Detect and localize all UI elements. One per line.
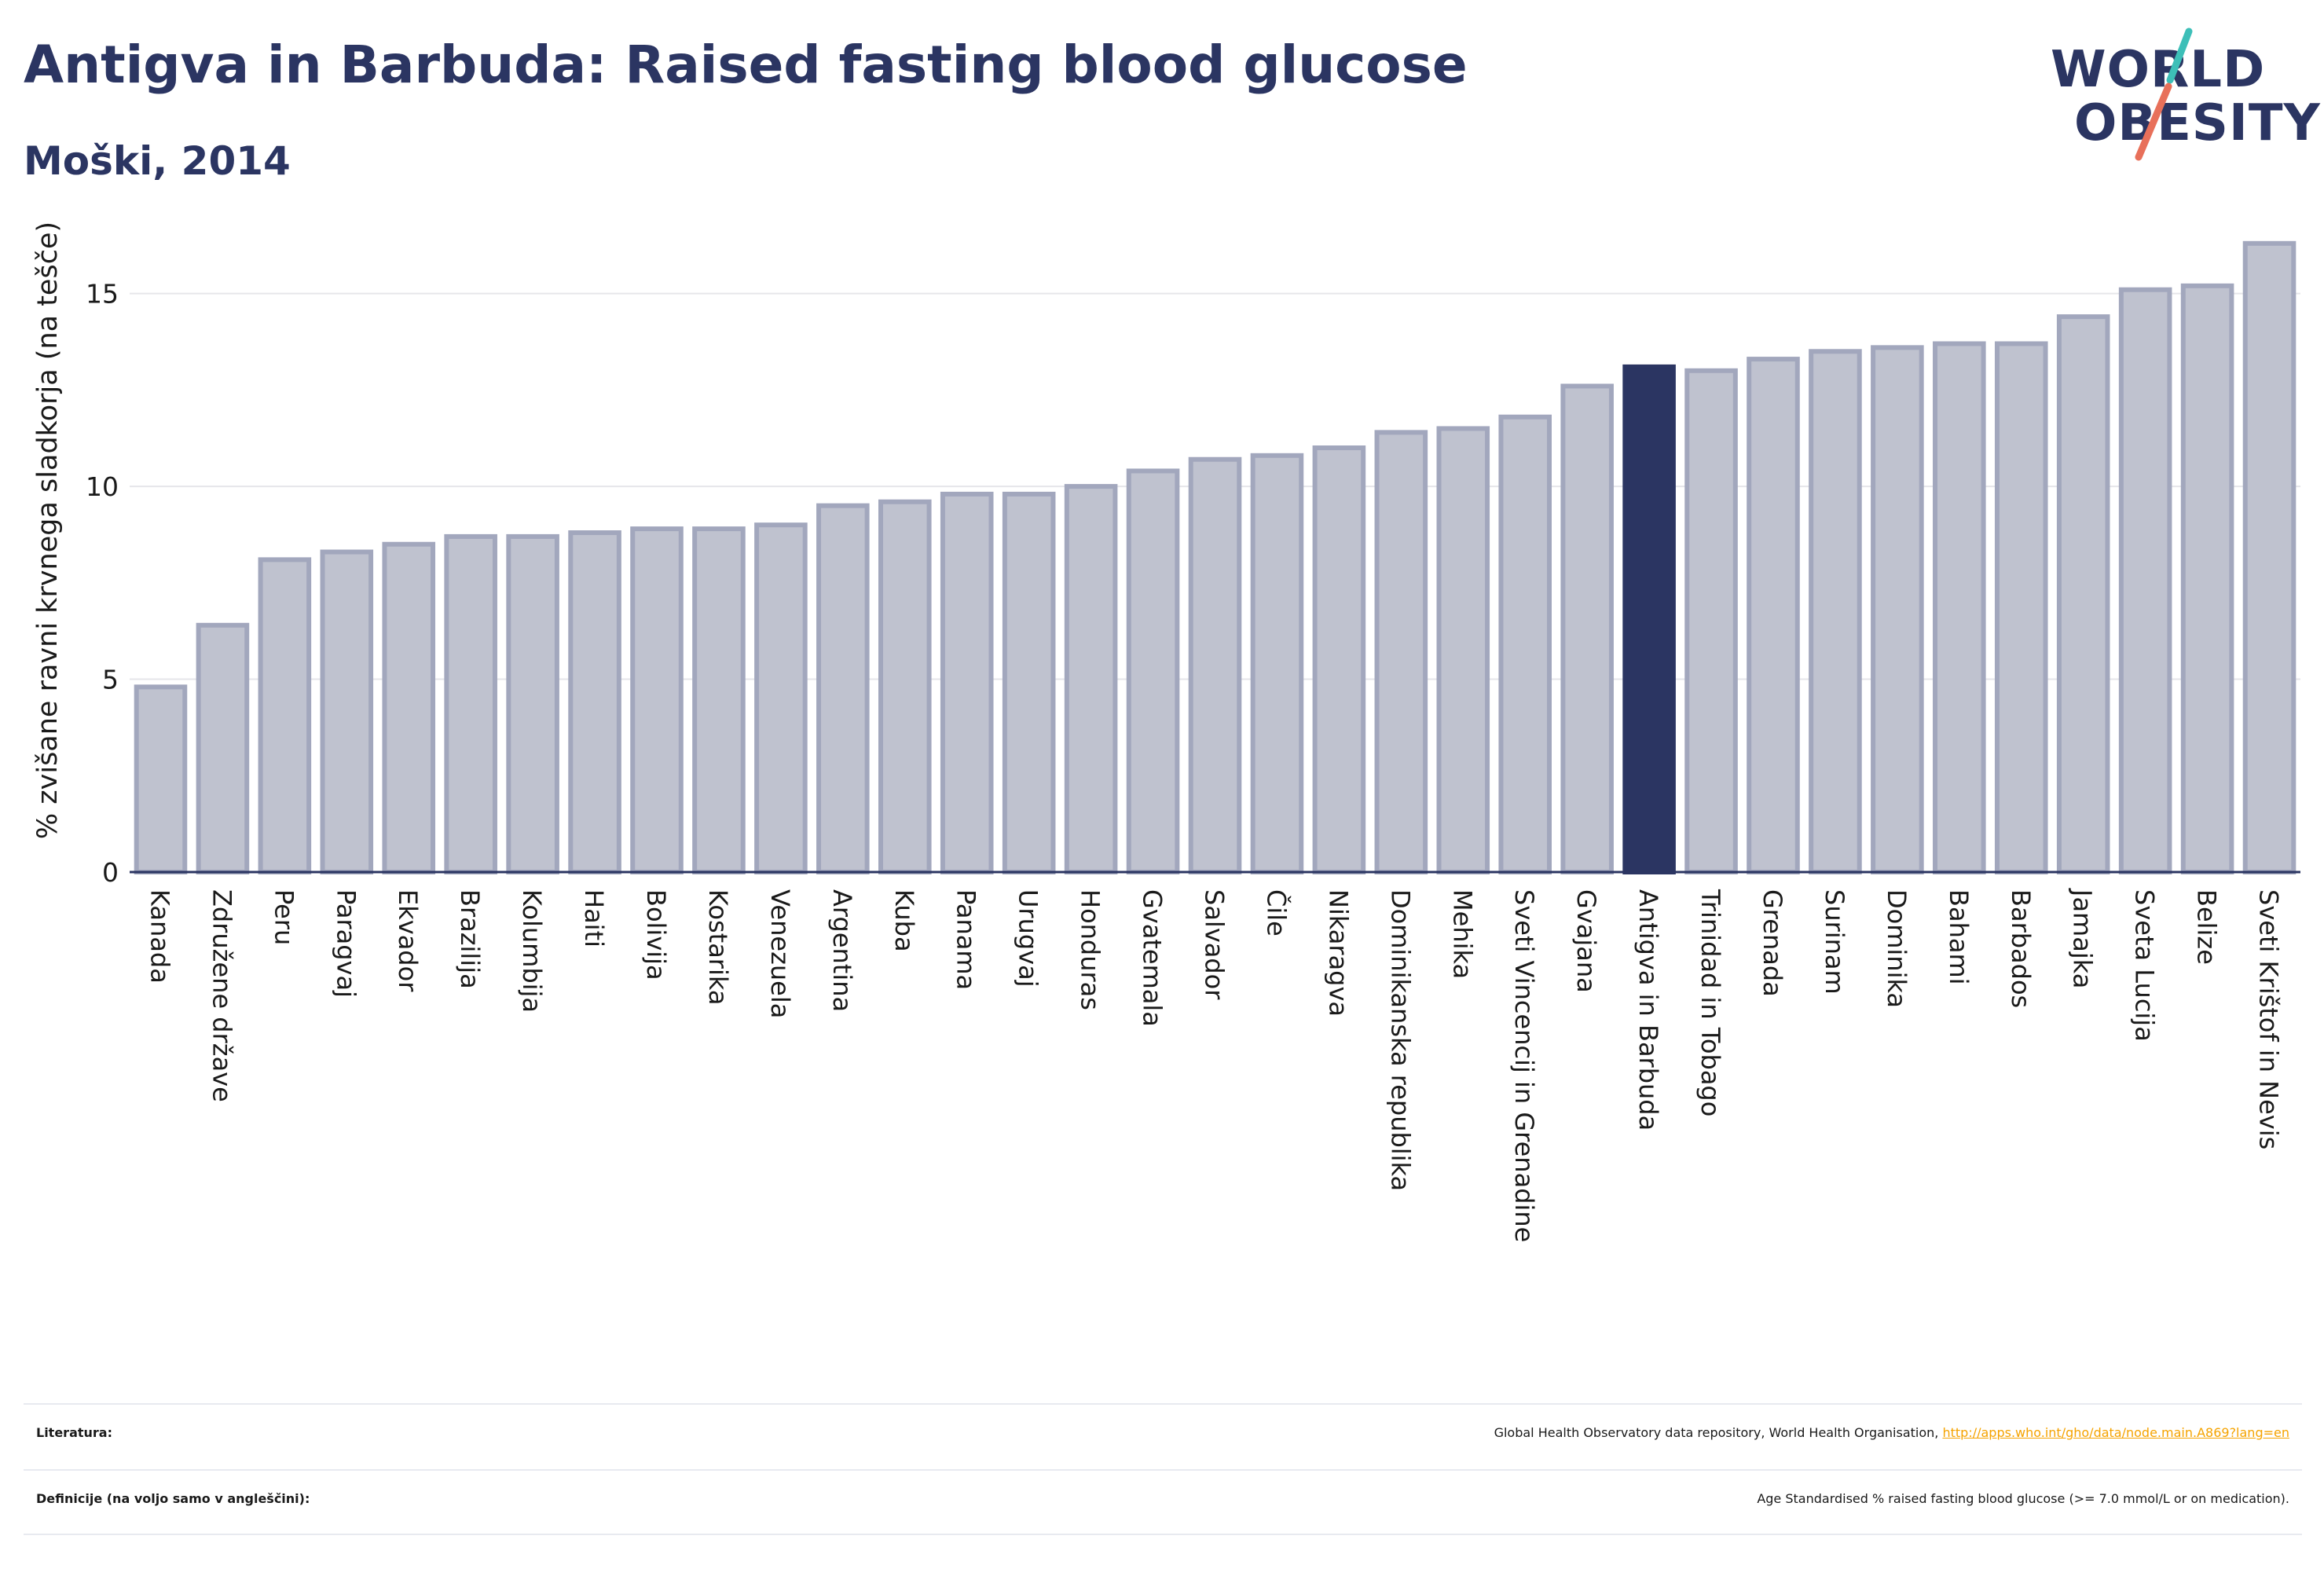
y-axis-label: % zvišane ravni krvnega sladkorja (na te… <box>32 222 64 839</box>
y-tick-label: 0 <box>102 857 119 888</box>
bar-brazilija[interactable] <box>444 533 497 875</box>
x-tick-label: Haiti <box>579 889 609 947</box>
x-tick-label: Gvajana <box>1571 889 1601 993</box>
x-tick-label: Gvatemala <box>1138 889 1167 1027</box>
footer-divider-bottom <box>24 1534 2302 1535</box>
y-tick-label: 5 <box>102 665 119 695</box>
x-tick-label: Čile <box>1261 889 1292 936</box>
x-tick-label: Panama <box>951 889 981 990</box>
footer-definitions-row: Definicije (na voljo samo v angleščini):… <box>24 1472 2302 1535</box>
bar-belize[interactable] <box>2180 283 2234 874</box>
bar-bahami[interactable] <box>1933 341 1986 875</box>
x-axis-labels: Kanada Združene države Peru Paragvaj Ekvador… <box>145 888 2283 1242</box>
x-tick-label: Sveta Lucija <box>2130 889 2160 1042</box>
x-tick-label: Peru <box>269 889 299 945</box>
x-tick-label: Antigva in Barbuda <box>1633 889 1663 1131</box>
x-tick-label: Belize <box>2192 889 2222 965</box>
definitions-value: Age Standardised % raised fasting blood … <box>1757 1491 2289 1506</box>
bar-čile[interactable] <box>1250 453 1304 874</box>
x-tick-label: Kostarika <box>703 889 733 1005</box>
x-tick-label: Sveti Vincencij in Grenadine <box>1509 889 1539 1242</box>
logo-slash-icon <box>2135 27 2193 161</box>
bar-trinidad-in-tobago[interactable] <box>1684 368 1738 874</box>
x-tick-label: Dominika <box>1882 889 1912 1008</box>
references-link[interactable]: http://apps.who.int/gho/data/node.main.A… <box>1942 1425 2289 1440</box>
logo-line-2: OBESITY <box>2074 94 2321 152</box>
bar-jamajka[interactable] <box>2056 314 2110 875</box>
bar-kuba[interactable] <box>878 499 932 875</box>
logo-line-1: WORLD <box>2051 41 2266 99</box>
x-tick-label: Salvador <box>1200 889 1230 1000</box>
x-tick-label: Urugvaj <box>1014 889 1043 988</box>
x-tick-label: Honduras <box>1076 889 1105 1010</box>
x-tick-label: Nikaragva <box>1323 889 1353 1017</box>
bar-sveti-vincencij-in-grenadine[interactable] <box>1498 414 1552 874</box>
bar-kolumbija[interactable] <box>506 533 559 875</box>
bar-surinam[interactable] <box>1809 349 1862 875</box>
x-tick-label: Brazilija <box>455 889 485 989</box>
bar-kanada[interactable] <box>134 684 188 875</box>
bar-bolivija[interactable] <box>630 526 684 874</box>
footer-divider-top <box>24 1403 2302 1405</box>
x-tick-label: Trinidad in Tobago <box>1695 889 1725 1116</box>
bar-dominikanska-republika[interactable] <box>1374 430 1428 874</box>
x-tick-label: Sveti Krištof in Nevis <box>2254 889 2284 1149</box>
bar-dominika[interactable] <box>1871 345 1924 874</box>
y-axis-ticks: 0 5 10 15 <box>86 279 119 888</box>
bar-združene-države[interactable] <box>196 622 250 874</box>
bar-haiti[interactable] <box>568 530 621 874</box>
bar-barbados[interactable] <box>1994 341 2048 875</box>
x-tick-label: Ekvador <box>393 889 423 992</box>
x-tick-label: Dominikanska republika <box>1385 889 1415 1191</box>
bar-peru[interactable] <box>258 557 312 874</box>
bar-sveti-krištof-in-nevis[interactable] <box>2242 240 2297 874</box>
references-value: Global Health Observatory data repositor… <box>1494 1425 2289 1440</box>
x-tick-label: Argentina <box>827 889 857 1012</box>
x-tick-label: Jamajka <box>2068 888 2098 988</box>
bar-gvatemala[interactable] <box>1126 468 1180 874</box>
x-tick-label: Združene države <box>207 889 236 1102</box>
bar-grenada[interactable] <box>1747 357 1800 875</box>
bar-sveta-lucija[interactable] <box>2118 287 2172 874</box>
bar-argentina[interactable] <box>816 503 870 874</box>
y-tick-label: 10 <box>86 471 119 502</box>
bar-ekvador[interactable] <box>382 541 436 875</box>
bar-panama[interactable] <box>940 491 994 875</box>
bar-gvajana[interactable] <box>1560 383 1614 875</box>
bar-kostarika[interactable] <box>692 526 746 874</box>
chart-title: Antigva in Barbuda: Raised fasting blood… <box>24 35 1468 95</box>
x-tick-label: Venezuela <box>765 889 795 1018</box>
bar-salvador[interactable] <box>1188 456 1242 874</box>
references-text: Global Health Observatory data repositor… <box>1494 1425 1939 1440</box>
bar-venezuela[interactable] <box>754 522 808 874</box>
x-tick-label: Surinam <box>1820 889 1849 995</box>
x-tick-label: Barbados <box>2006 889 2036 1008</box>
bar-chart: 0 5 10 15 Kanada Združene države Peru Paragvaj… <box>32 222 2300 1242</box>
x-tick-label: Bolivija <box>641 889 671 980</box>
bar-urugvaj[interactable] <box>1002 491 1056 875</box>
x-tick-label: Grenada <box>1758 889 1787 997</box>
bar-mehika[interactable] <box>1436 426 1490 874</box>
bar-honduras[interactable] <box>1064 484 1118 874</box>
y-tick-label: 15 <box>86 279 119 310</box>
references-label: Literatura: <box>36 1425 112 1440</box>
bar-antigva-in-barbuda[interactable] <box>1622 364 1676 874</box>
chart-subtitle: Moški, 2014 <box>24 138 291 184</box>
x-tick-label: Paragvaj <box>331 889 361 998</box>
world-obesity-logo[interactable]: WORLD OBESITY <box>2051 24 2320 165</box>
bar-nikaragva[interactable] <box>1312 445 1366 874</box>
x-tick-label: Kanada <box>145 889 174 984</box>
x-tick-label: Kolumbija <box>517 889 547 1013</box>
x-tick-label: Mehika <box>1447 889 1477 979</box>
bars <box>134 240 2297 875</box>
x-tick-label: Kuba <box>889 889 919 952</box>
definitions-label: Definicije (na voljo samo v angleščini): <box>36 1491 310 1506</box>
x-tick-label: Bahami <box>1944 889 1974 985</box>
bar-paragvaj[interactable] <box>320 549 374 875</box>
footer-references-row: Literatura: Global Health Observatory da… <box>24 1406 2302 1469</box>
footer-divider-middle <box>24 1469 2302 1471</box>
